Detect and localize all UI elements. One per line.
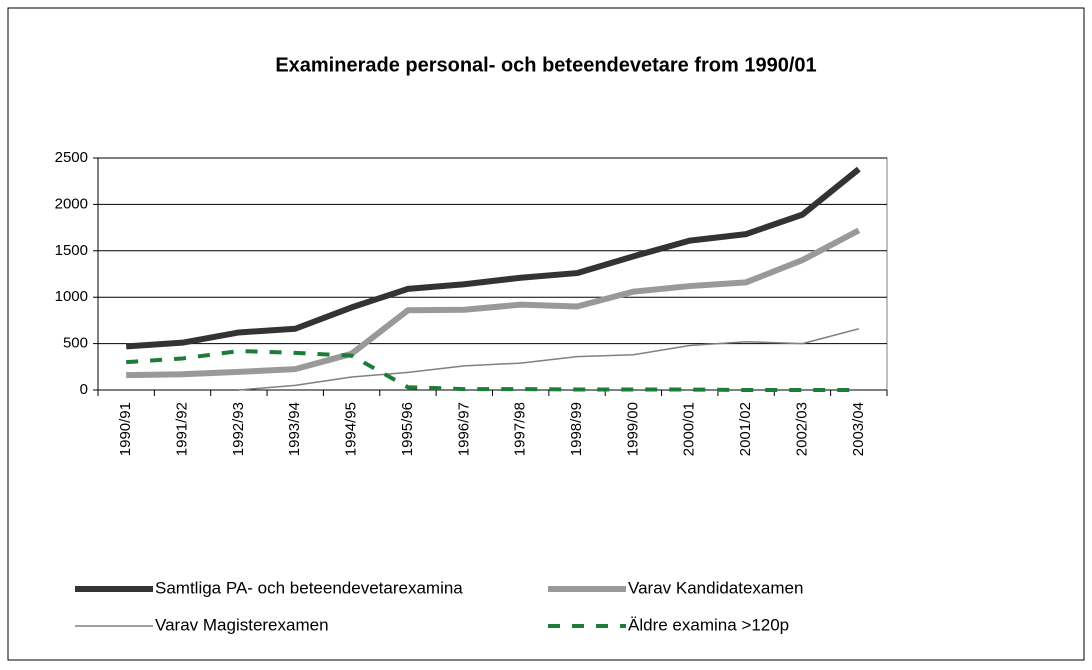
x-tick-label: 1991/92: [174, 402, 191, 456]
series-line: [125, 166, 861, 350]
legend-label: Samtliga PA- och beteendevetarexamina: [155, 578, 463, 597]
y-tick-label: 0: [80, 381, 88, 398]
legend-label: Varav Kandidatexamen: [628, 578, 803, 597]
x-tick-label: 2002/03: [793, 402, 810, 456]
x-tick-label: 2003/04: [850, 402, 867, 456]
x-tick-label: 1996/97: [455, 402, 472, 456]
x-tick-label: 1997/98: [512, 402, 529, 456]
y-tick-label: 2500: [55, 149, 88, 166]
y-tick-label: 1000: [55, 288, 88, 305]
x-tick-label: 1992/93: [230, 402, 247, 456]
legend-label: Äldre examina >120p: [628, 615, 789, 634]
x-tick-label: 2000/01: [681, 402, 698, 456]
x-tick-label: 1998/99: [568, 402, 585, 456]
x-tick-label: 1993/94: [286, 402, 303, 456]
x-tick-label: 1994/95: [343, 402, 360, 456]
chart-title: Examinerade personal- och beteendevetare…: [275, 54, 816, 76]
legend-label: Varav Magisterexamen: [155, 615, 329, 634]
series-line: [126, 349, 859, 392]
series-line: [238, 328, 860, 391]
x-tick-label: 1999/00: [624, 402, 641, 456]
y-tick-label: 1500: [55, 242, 88, 259]
y-tick-label: 500: [63, 335, 88, 352]
x-tick-label: 1990/91: [117, 402, 134, 456]
x-tick-label: 2001/02: [737, 402, 754, 456]
x-tick-label: 1995/96: [399, 402, 416, 456]
series-line: [126, 227, 861, 379]
y-tick-label: 2000: [55, 195, 88, 212]
